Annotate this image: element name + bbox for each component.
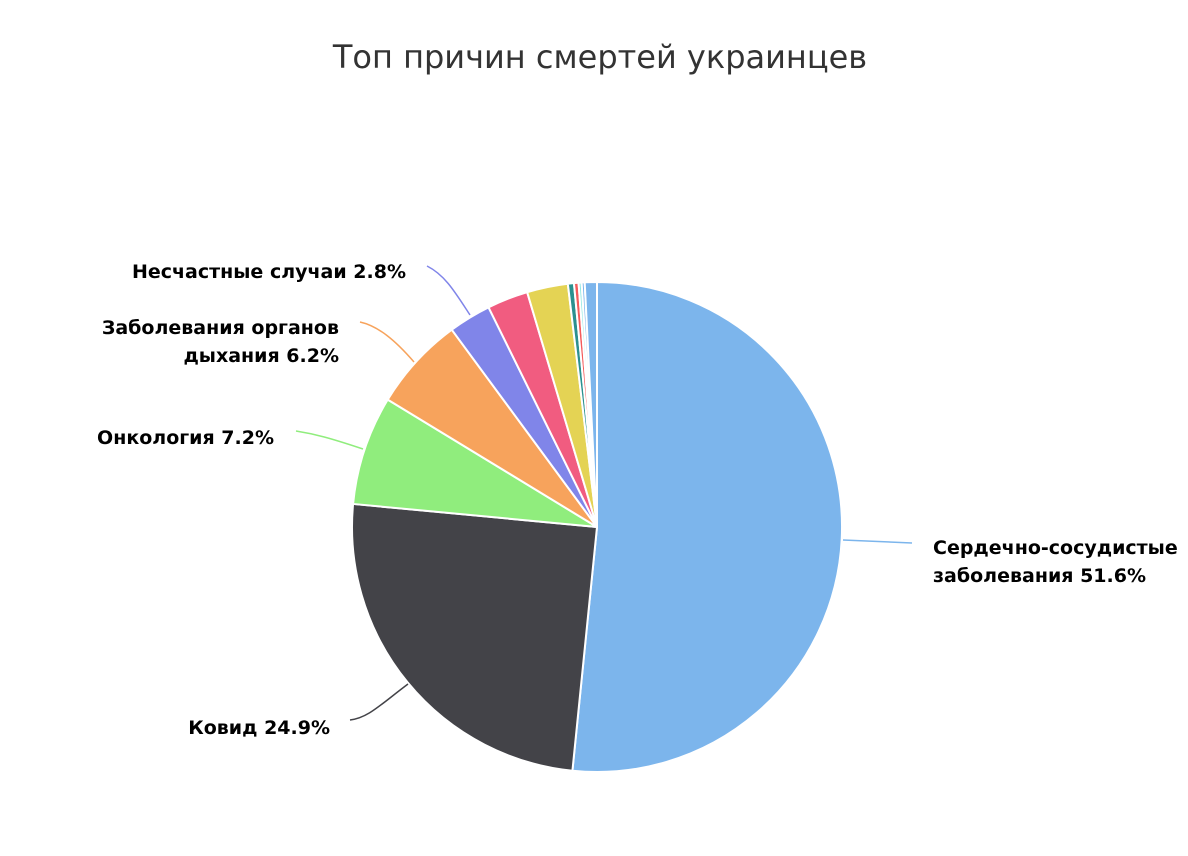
- slice-label: Ковид 24.9%: [188, 717, 330, 739]
- label-connector: [842, 539, 913, 544]
- label-connectors: [295, 265, 913, 721]
- slice-label-line: Онкология 7.2%: [97, 427, 274, 449]
- pie-slice: [351, 502, 598, 772]
- pie-slice: [352, 398, 598, 528]
- slice-label-line: заболевания 51.6%: [933, 565, 1146, 587]
- slice-label: Сердечно-сосудистые заболевания 51.6%: [933, 537, 1178, 587]
- slice-label-line: Ковид 24.9%: [188, 717, 330, 739]
- slice-labels: Сердечно-сосудистые заболевания 51.6% Кови…: [97, 261, 1178, 739]
- slice-label: Онкология 7.2%: [97, 427, 274, 449]
- slice-label-line: Сердечно-сосудистые: [933, 537, 1178, 559]
- pie-slice: [583, 281, 598, 528]
- label-connector: [359, 321, 415, 363]
- pie-slice: [571, 281, 843, 773]
- slice-label-line: Заболевания органов: [102, 317, 339, 339]
- chart-title: Топ причин смертей украинцев: [332, 38, 867, 76]
- label-connector: [426, 265, 471, 316]
- label-connector: [295, 430, 364, 450]
- pie-slices: [351, 281, 843, 773]
- slice-label-line: Несчастные случаи 2.8%: [132, 261, 406, 283]
- slice-label: Несчастные случаи 2.8%: [132, 261, 406, 283]
- slice-label-line: дыхания 6.2%: [183, 345, 339, 367]
- label-connector: [349, 683, 409, 721]
- slice-label: Заболевания органов дыхания 6.2%: [102, 317, 339, 367]
